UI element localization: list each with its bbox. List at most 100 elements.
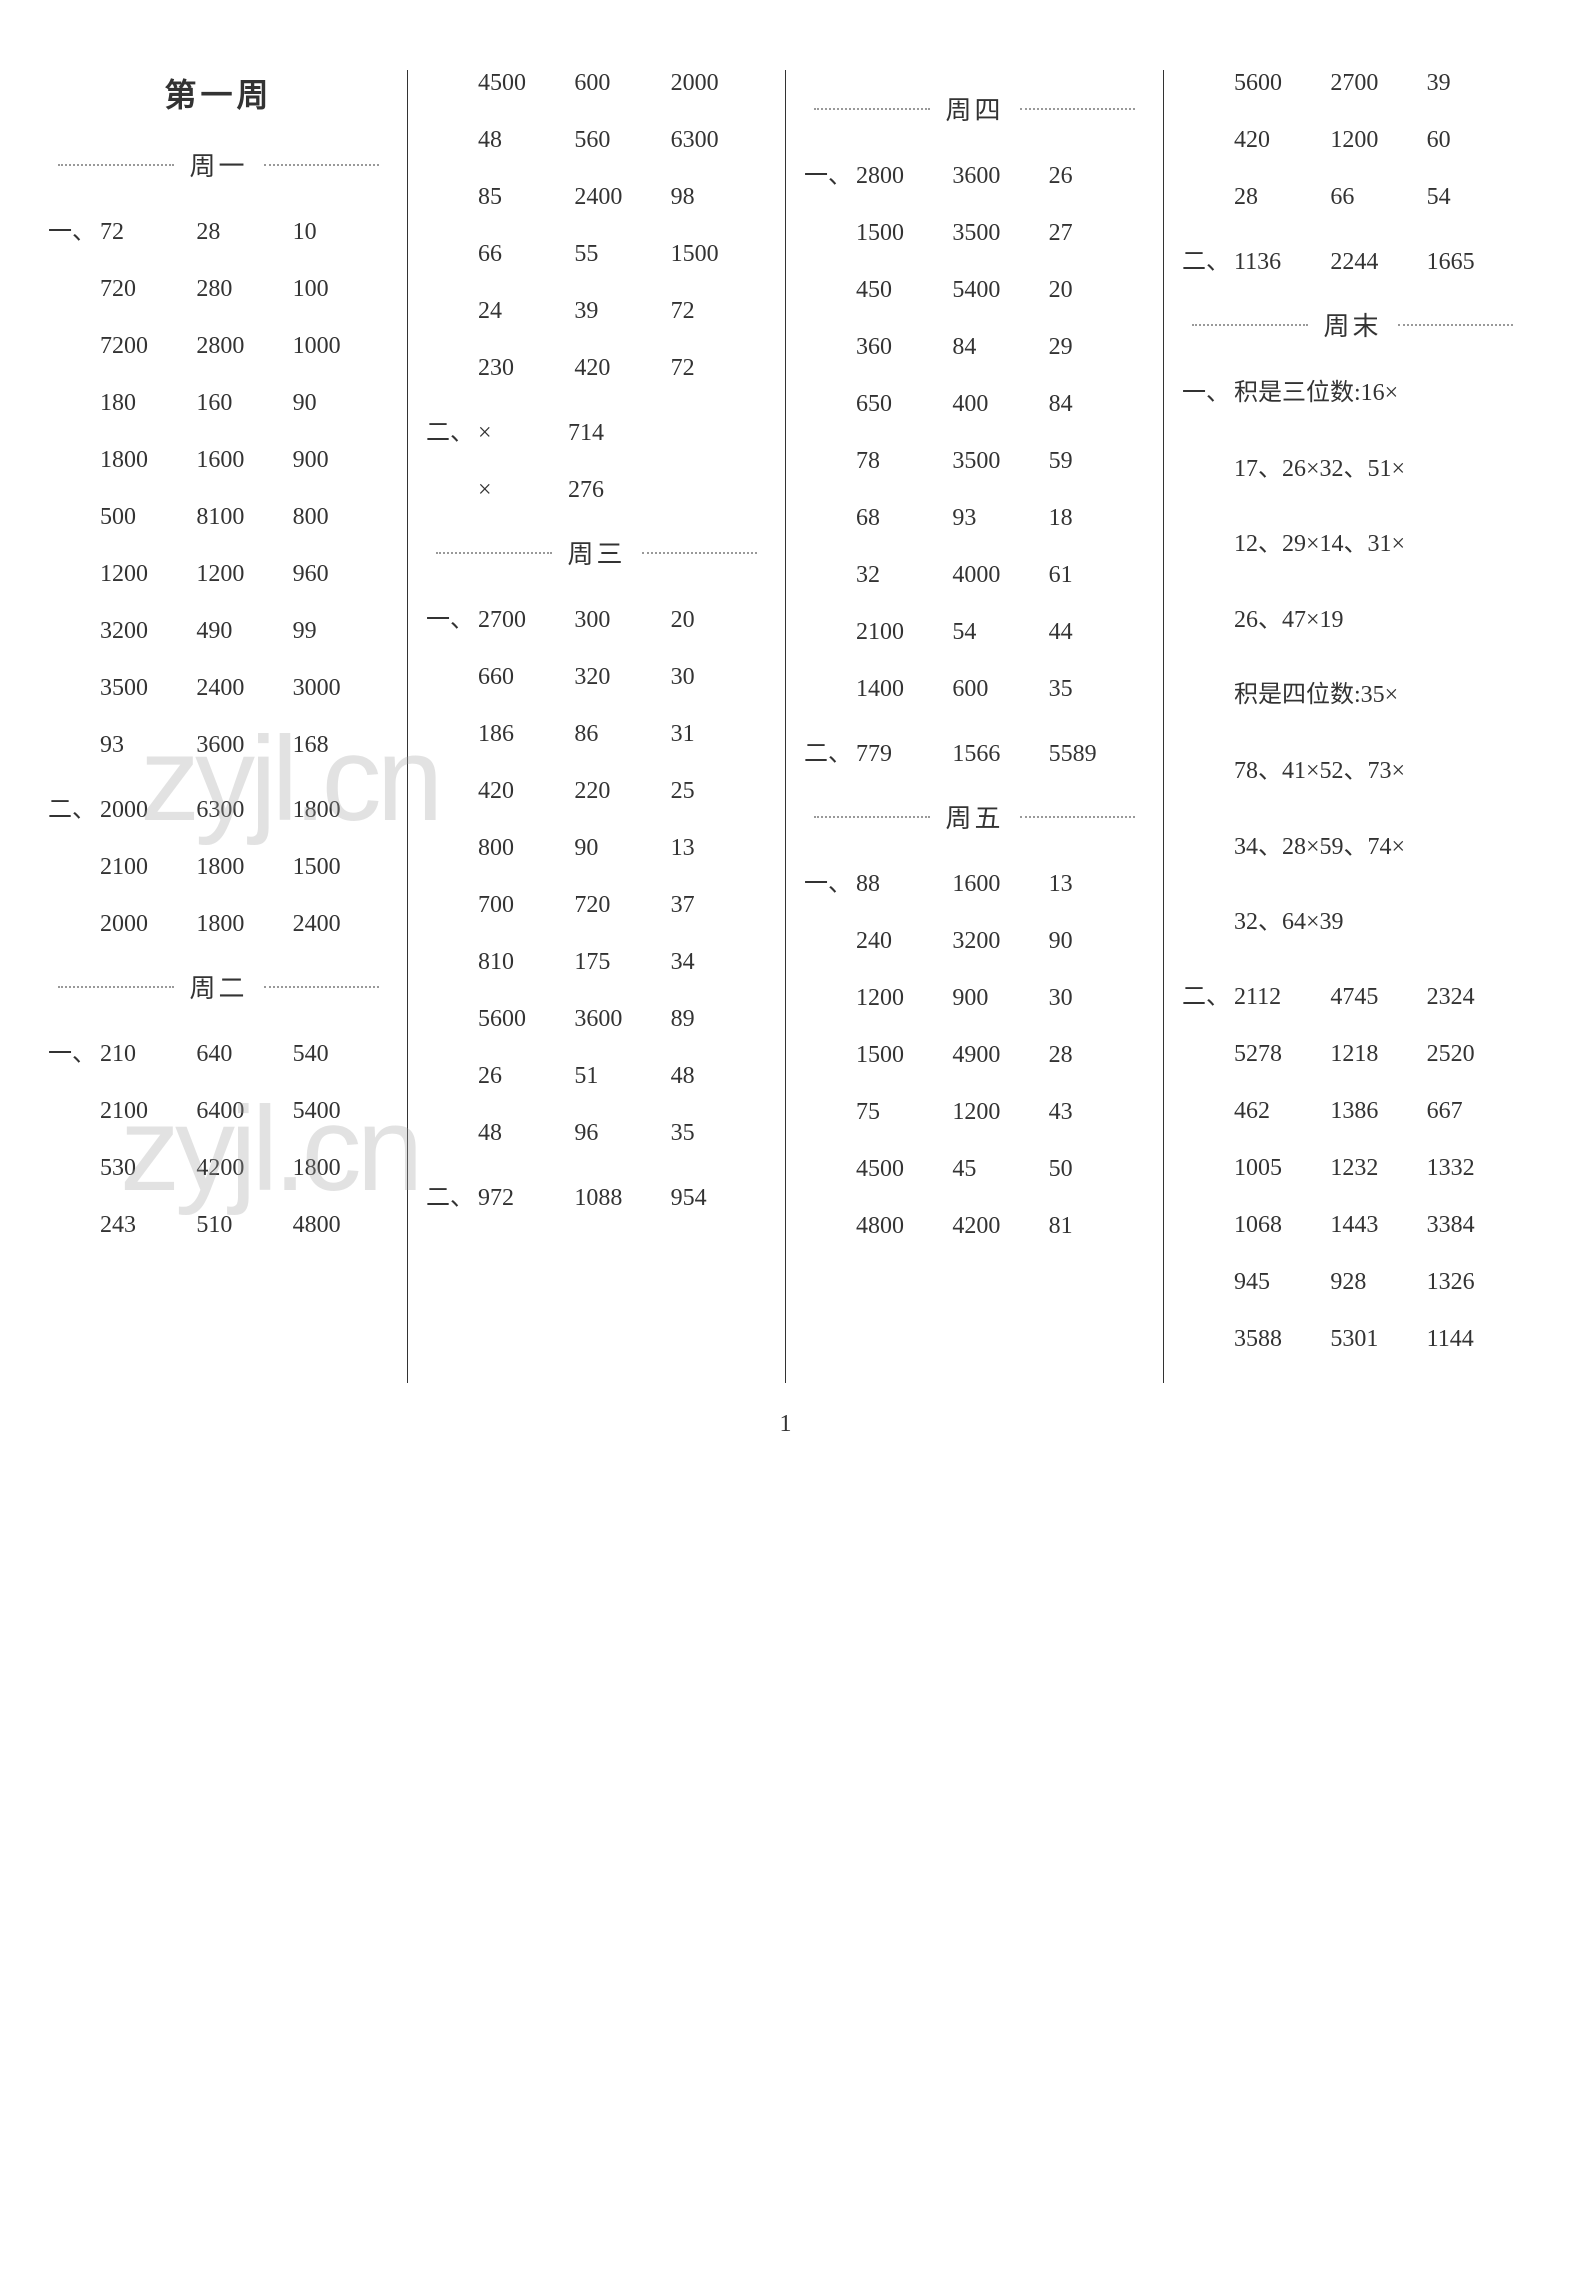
text-row: 17、26×32、51× bbox=[1182, 447, 1523, 493]
data-row: 一、270030020 bbox=[426, 599, 767, 634]
data-row: 243972 bbox=[426, 298, 767, 325]
value-cell: 2100 bbox=[100, 1098, 196, 1125]
value-cell: 3000 bbox=[293, 675, 389, 702]
value-cell: 39 bbox=[1427, 70, 1523, 97]
row-values: 113622441665 bbox=[1234, 249, 1523, 276]
section-marker: 一、 bbox=[48, 211, 100, 246]
value-cell: 210 bbox=[100, 1041, 196, 1068]
value-cell: 462 bbox=[1234, 1098, 1330, 1125]
value-cell: 93 bbox=[952, 505, 1048, 532]
section-marker: 二、 bbox=[1182, 241, 1234, 276]
section-marker: 一、 bbox=[48, 1033, 100, 1068]
value-cell: 10 bbox=[293, 219, 389, 246]
row-values: 2435104800 bbox=[100, 1212, 389, 1239]
text-content: 积是三位数:16× bbox=[1234, 371, 1523, 417]
value-cell: 360 bbox=[856, 334, 952, 361]
value-cell: 20 bbox=[1049, 277, 1145, 304]
value-cell: 72 bbox=[671, 355, 767, 382]
data-row: 1500490028 bbox=[804, 1042, 1145, 1069]
value-cell: 18 bbox=[1049, 505, 1145, 532]
dots-left bbox=[58, 986, 174, 988]
value-cell: 68 bbox=[856, 505, 952, 532]
value-cell: 29 bbox=[1049, 334, 1145, 361]
value-cell: 1232 bbox=[1330, 1155, 1426, 1182]
value-cell: 98 bbox=[671, 184, 767, 211]
row-values: 32400061 bbox=[856, 562, 1145, 589]
row-values: 211247452324 bbox=[1234, 984, 1523, 1011]
value-cell: 75 bbox=[856, 1099, 952, 1126]
section-marker: 二、 bbox=[426, 412, 478, 447]
value-cell: 1005 bbox=[1234, 1155, 1330, 1182]
value-cell: 1600 bbox=[952, 871, 1048, 898]
value-cell: 900 bbox=[952, 985, 1048, 1012]
data-row: 66551500 bbox=[426, 241, 767, 268]
text-row: 32、64×39 bbox=[1182, 900, 1523, 946]
value-cell: 168 bbox=[293, 732, 389, 759]
row-values: 140060035 bbox=[856, 676, 1145, 703]
value-cell: 2400 bbox=[574, 184, 670, 211]
value-cell: 2000 bbox=[671, 70, 767, 97]
row-values: 210018001500 bbox=[100, 854, 389, 881]
data-row: 32400061 bbox=[804, 562, 1145, 589]
value-cell: 240 bbox=[856, 928, 952, 955]
data-row: 42022025 bbox=[426, 778, 767, 805]
symbol-mark: × bbox=[478, 477, 568, 504]
data-row: 二、9721088954 bbox=[426, 1177, 767, 1212]
row-values: 1500490028 bbox=[856, 1042, 1145, 1069]
dots-left bbox=[814, 816, 930, 818]
row-values: 5008100800 bbox=[100, 504, 389, 531]
text-content: 12、29×14、31× bbox=[1234, 522, 1523, 568]
value-cell: 720 bbox=[100, 276, 196, 303]
value-cell: 1500 bbox=[293, 854, 389, 881]
value-cell: 400 bbox=[952, 391, 1048, 418]
value-cell: 1500 bbox=[856, 1042, 952, 1069]
symbol-row: 二、×714 bbox=[426, 412, 767, 447]
value-cell: 48 bbox=[478, 127, 574, 154]
row-values: 45006002000 bbox=[478, 70, 767, 97]
value-cell: 1200 bbox=[952, 1099, 1048, 1126]
value-cell: 5589 bbox=[1049, 741, 1145, 768]
value-cell: 6300 bbox=[671, 127, 767, 154]
value-cell: 3500 bbox=[952, 448, 1048, 475]
dots-right bbox=[1020, 816, 1136, 818]
row-values: 243972 bbox=[478, 298, 767, 325]
value-cell: 30 bbox=[671, 664, 767, 691]
row-values: 5600270039 bbox=[1234, 70, 1523, 97]
value-cell: 3600 bbox=[952, 163, 1048, 190]
symbol-mark: × bbox=[478, 420, 568, 447]
data-row: 320049099 bbox=[48, 618, 389, 645]
value-cell: 2700 bbox=[1330, 70, 1426, 97]
value-cell: 320 bbox=[574, 664, 670, 691]
data-row: 2435104800 bbox=[48, 1212, 389, 1239]
value-cell: 2400 bbox=[196, 675, 292, 702]
dots-right bbox=[642, 552, 758, 554]
value-cell: 280 bbox=[196, 276, 292, 303]
text-row: 78、41×52、73× bbox=[1182, 749, 1523, 795]
value-cell: 2400 bbox=[293, 911, 389, 938]
row-values: 78350059 bbox=[856, 448, 1145, 475]
value-cell: 420 bbox=[1234, 127, 1330, 154]
value-cell: 490 bbox=[196, 618, 292, 645]
row-values: 53042001800 bbox=[100, 1155, 389, 1182]
value-cell: 5600 bbox=[478, 1006, 574, 1033]
row-values: 320049099 bbox=[100, 618, 389, 645]
data-row: 358853011144 bbox=[1182, 1326, 1523, 1353]
data-row: 8009013 bbox=[426, 835, 767, 862]
day-header: 周二 bbox=[48, 968, 389, 1005]
data-row: 450540020 bbox=[804, 277, 1145, 304]
value-cell: 160 bbox=[196, 390, 292, 417]
data-row: 240320090 bbox=[804, 928, 1145, 955]
row-values: 420120060 bbox=[1234, 127, 1523, 154]
value-cell: 700 bbox=[478, 892, 574, 919]
data-row: 100512321332 bbox=[1182, 1155, 1523, 1182]
value-cell: 2112 bbox=[1234, 984, 1330, 1011]
row-values: 4800420081 bbox=[856, 1213, 1145, 1240]
value-cell: 78 bbox=[856, 448, 952, 475]
data-row: 210018001500 bbox=[48, 854, 389, 881]
value-cell: 59 bbox=[1049, 448, 1145, 475]
value-cell: 650 bbox=[856, 391, 952, 418]
data-row: 5008100800 bbox=[48, 504, 389, 531]
text-content: 17、26×32、51× bbox=[1234, 447, 1523, 493]
data-row: 4621386667 bbox=[1182, 1098, 1523, 1125]
value-cell: 1566 bbox=[952, 741, 1048, 768]
